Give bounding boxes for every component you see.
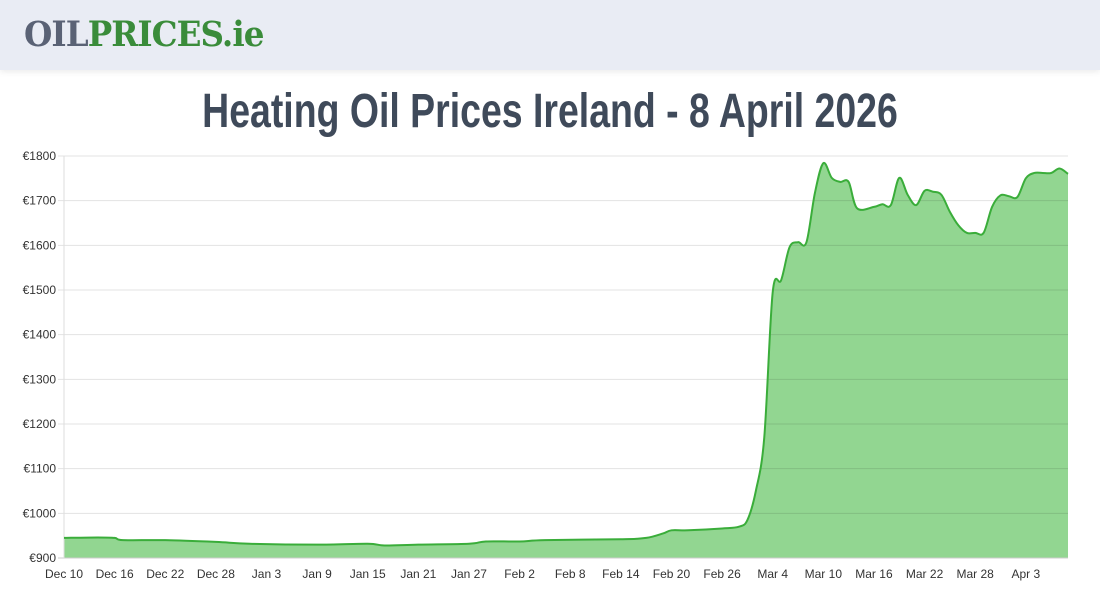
- x-tick-label: Mar 28: [957, 567, 995, 581]
- x-tick-label: Apr 3: [1011, 567, 1040, 581]
- y-tick-label: €1000: [23, 506, 57, 520]
- x-tick-label: Dec 10: [45, 567, 83, 581]
- x-tick-label: Feb 20: [653, 567, 691, 581]
- x-tick-label: Jan 21: [400, 567, 436, 581]
- x-tick-label: Dec 22: [146, 567, 184, 581]
- y-tick-label: €1300: [23, 372, 57, 386]
- x-tick-label: Jan 15: [350, 567, 386, 581]
- x-tick-label: Mar 4: [757, 567, 788, 581]
- y-tick-label: €1400: [23, 328, 57, 342]
- x-tick-label: Dec 28: [197, 567, 235, 581]
- y-tick-label: €1200: [23, 417, 57, 431]
- x-tick-label: Feb 26: [703, 567, 741, 581]
- y-tick-label: €1600: [23, 238, 57, 252]
- logo-text-prices: PRICES.ie: [87, 14, 265, 55]
- site-logo[interactable]: OILPRICES.ie: [24, 14, 264, 55]
- x-tick-label: Mar 22: [906, 567, 944, 581]
- x-tick-label: Feb 2: [504, 567, 535, 581]
- x-tick-label: Feb 14: [602, 567, 640, 581]
- site-header: OILPRICES.ie: [0, 0, 1100, 70]
- y-tick-label: €1100: [24, 462, 57, 476]
- price-area: [64, 162, 1068, 559]
- x-tick-label: Mar 10: [805, 567, 843, 581]
- x-tick-label: Dec 16: [96, 567, 134, 581]
- y-tick-label: €900: [29, 551, 56, 565]
- x-tick-label: Mar 16: [855, 567, 893, 581]
- y-tick-label: €1800: [23, 149, 57, 163]
- x-tick-label: Jan 9: [302, 567, 332, 581]
- page-title: Heating Oil Prices Ireland - 8 April 202…: [202, 85, 898, 138]
- x-tick-label: Jan 3: [252, 567, 282, 581]
- y-tick-label: €1700: [23, 194, 57, 208]
- x-tick-label: Jan 27: [451, 567, 487, 581]
- x-tick-label: Feb 8: [555, 567, 586, 581]
- y-tick-label: €1500: [23, 283, 57, 297]
- logo-text-oil: OIL: [24, 14, 89, 55]
- price-line: [63, 161, 1069, 547]
